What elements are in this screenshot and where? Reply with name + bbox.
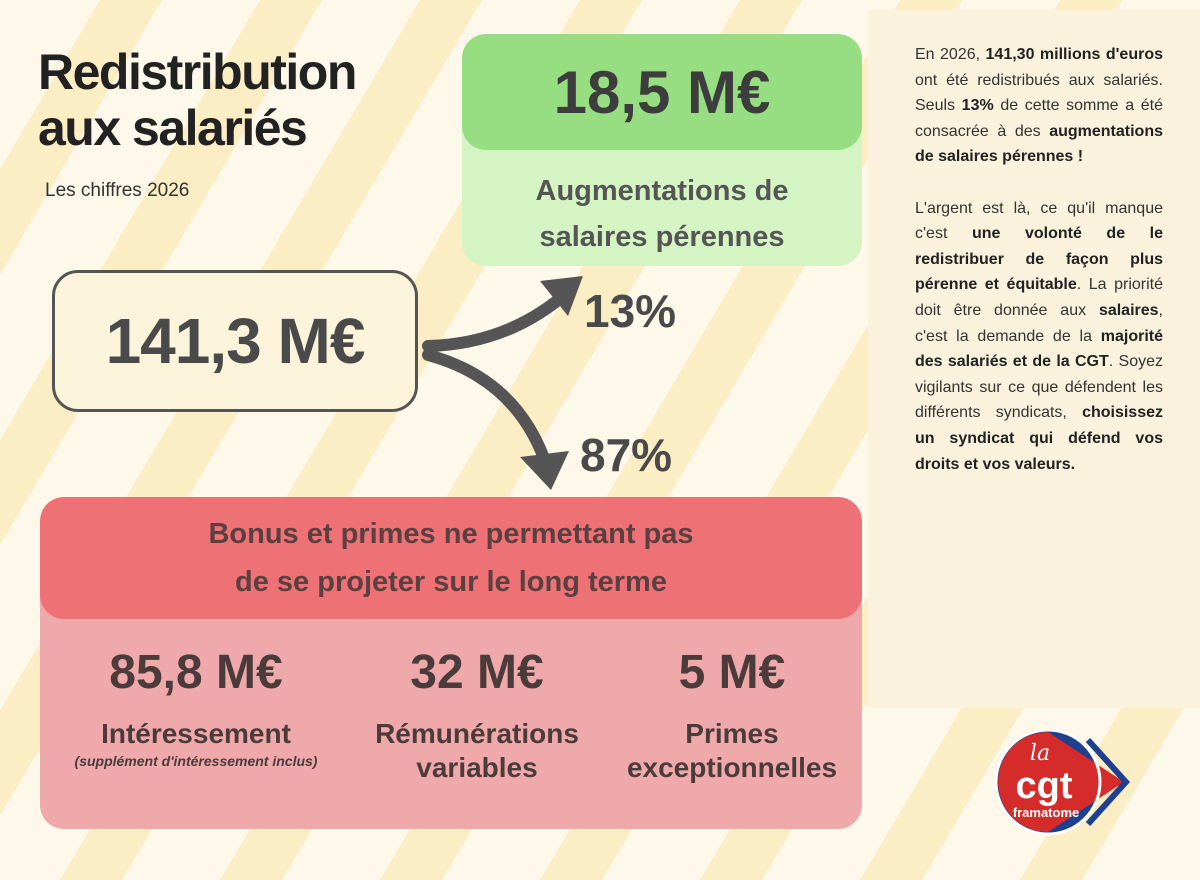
perennes-share: 13% <box>584 285 677 337</box>
arrow-to-primes <box>422 349 554 476</box>
remunerations-variables-column: 32 M€ Rémunérations variables <box>352 643 602 785</box>
perennes-amount: 18,5 M€ <box>462 34 862 150</box>
title-line-2: aux salariés <box>38 100 308 156</box>
primes-title: Bonus et primes ne permettant pas de se … <box>40 497 862 619</box>
sidebar-text-run: majorité des salariés et de la CGT <box>915 327 1163 371</box>
remunerations-variables-amount: 32 M€ <box>410 646 544 699</box>
sidebar-text-run: salaires <box>1098 301 1159 319</box>
sidebar-text-run: , c'est la demande de la <box>915 301 1163 345</box>
sidebar-text-run: . Soyez vigilants sur ce que défendent l… <box>915 353 1164 422</box>
total-amount: 141,3 M€ <box>105 305 366 377</box>
sidebar-text-run: de cette somme a été consacrée à des <box>915 97 1163 140</box>
interessement-note: (supplément d'intéressement inclus) <box>74 753 318 769</box>
logo-name: cgt <box>1016 765 1073 807</box>
remunerations-variables-label-line-2: variables <box>416 752 538 783</box>
sidebar-text-run: une volonté de le redistribuer de façon … <box>915 225 1164 294</box>
sidebar-text-run: choisissez un syndicat qui défend vos dr… <box>915 404 1163 473</box>
remunerations-variables-label: Rémunérations variables <box>352 717 602 785</box>
primes-exceptionnelles-label-line-2: exceptionnelles <box>626 752 838 783</box>
primes-title-line-1: Bonus et primes ne permettant pas <box>208 518 694 550</box>
title-line-1: Redistribution <box>38 44 357 100</box>
primes-exceptionnelles-column: 5 M€ Primes exceptionnelles <box>602 643 862 785</box>
interessement-label: Intéressement <box>101 718 291 749</box>
primes-share: 87% <box>580 429 673 481</box>
primes-exceptionnelles-label-line-1: Primes <box>685 718 779 749</box>
arrow-head-primes-icon <box>520 451 569 490</box>
sidebar-text-run: 13% <box>961 97 994 115</box>
total-amount-box: 141,3 M€ <box>52 270 418 412</box>
perennes-label-line-1: Augmentations de <box>535 175 789 207</box>
interessement-column: 85,8 M€ Intéressement (supplément d'inté… <box>40 643 352 785</box>
sidebar-paragraph-3: L'argent est là, ce qu'il manque c'est u… <box>915 196 1163 478</box>
primes-title-line-2: de se projeter sur le long terme <box>235 566 667 598</box>
logo-org: framatome <box>1013 805 1079 820</box>
arrow-head-perennes-icon <box>540 276 583 316</box>
perennes-label-line-2: salaires pérennes <box>539 221 785 253</box>
sidebar-text-run: En 2026, <box>915 46 986 63</box>
sidebar-paragraph-1: En 2026, 141,30 millions d'euros ont été… <box>915 42 1163 170</box>
cgt-framatome-logo: la cgt framatome <box>994 728 1130 836</box>
perennes-card: 18,5 M€ Augmentations de salaires pérenn… <box>462 34 862 266</box>
sidebar-text-run: ont été redistribués aux salariés. Seuls <box>915 71 1163 115</box>
perennes-label: Augmentations de salaires pérennes <box>462 168 862 260</box>
sidebar-text-run: . La priorité doit être donnée aux <box>915 276 1163 319</box>
arrow-to-perennes <box>422 284 576 352</box>
sidebar-text-run: L'argent est là, ce qu'il manque c'est <box>915 199 1163 243</box>
sidebar-text-run: augmentations de salaires pérennes ! <box>915 122 1163 166</box>
page-subtitle: Les chiffres 2026 <box>45 180 190 201</box>
sidebar-text-run: 141,30 millions d'euros <box>985 46 1163 63</box>
primes-exceptionnelles-label: Primes exceptionnelles <box>602 717 862 785</box>
remunerations-variables-label-line-1: Rémunérations <box>375 718 579 749</box>
interessement-amount: 85,8 M€ <box>109 646 283 699</box>
sidebar-panel <box>868 10 1200 708</box>
sidebar-text: En 2026, 141,30 millions d'euros ont été… <box>915 42 1163 477</box>
primes-exceptionnelles-amount: 5 M€ <box>678 646 786 699</box>
page-title: Redistribution aux salariés <box>38 44 357 156</box>
logo-script: la <box>1030 741 1050 766</box>
primes-card: Bonus et primes ne permettant pas de se … <box>40 497 862 829</box>
